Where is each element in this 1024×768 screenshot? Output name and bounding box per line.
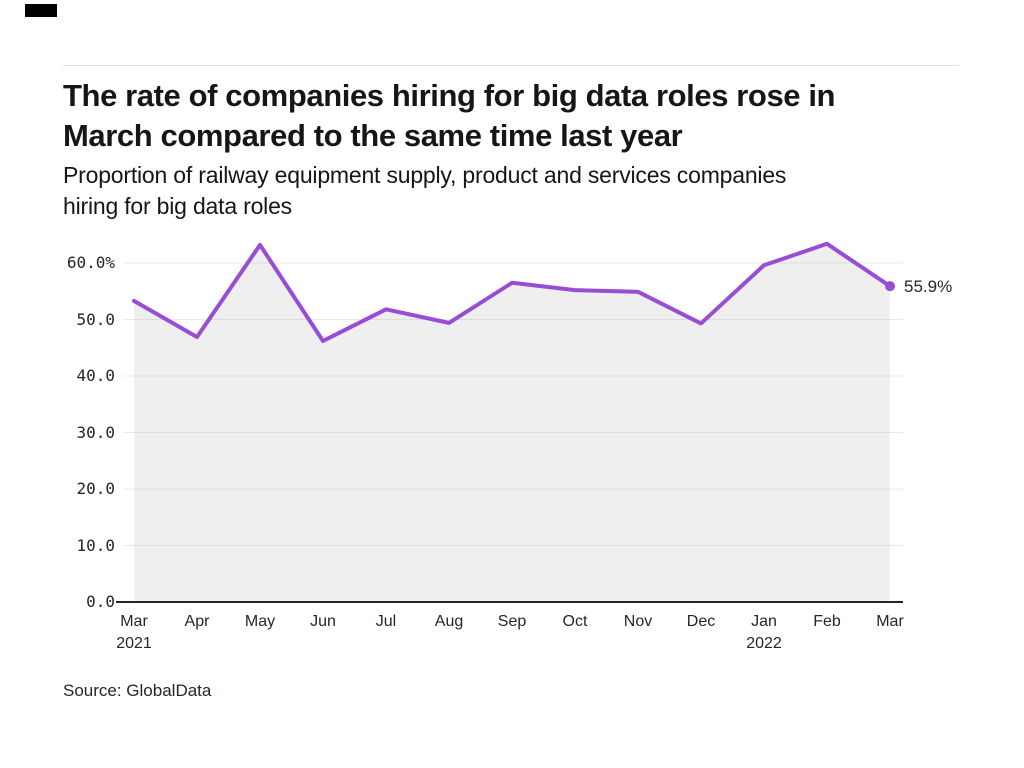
y-tick-label: 10.0 bbox=[76, 535, 115, 555]
x-tick-label: Sep bbox=[497, 613, 527, 630]
x-year-label: 2021 bbox=[116, 635, 152, 652]
x-tick-label: Feb bbox=[813, 613, 841, 630]
x-tick-label: Mar bbox=[120, 613, 148, 630]
y-tick-label: 60.0% bbox=[66, 253, 115, 272]
source-credit: Source: GlobalData bbox=[63, 681, 212, 700]
corner-mark bbox=[25, 4, 57, 17]
header-divider bbox=[63, 65, 959, 66]
series-area-fill bbox=[134, 243, 890, 603]
x-tick-label: Nov bbox=[623, 613, 653, 630]
x-tick-label: Dec bbox=[686, 613, 716, 630]
chart-subtitle: Proportion of railway equipment supply, … bbox=[63, 162, 787, 219]
x-tick-label: May bbox=[244, 613, 276, 630]
y-tick-label: 20.0 bbox=[76, 479, 115, 498]
end-point-dot bbox=[885, 281, 895, 292]
chart-title: The rate of companies hiring for big dat… bbox=[63, 78, 836, 153]
y-tick-label: 40.0 bbox=[76, 366, 115, 385]
x-tick-label: Jul bbox=[375, 613, 397, 630]
x-tick-label: Aug bbox=[434, 613, 464, 630]
y-tick-label: 0.0 bbox=[86, 592, 115, 611]
y-tick-label: 50.0 bbox=[76, 309, 115, 329]
x-tick-label: Oct bbox=[562, 613, 588, 630]
x-tick-label: Mar bbox=[876, 613, 904, 630]
y-tick-label: 30.0 bbox=[76, 422, 115, 442]
x-tick-label: Jun bbox=[310, 613, 336, 630]
series-line bbox=[132, 241, 892, 343]
end-value-label: 55.9% bbox=[904, 277, 953, 297]
x-year-label: 2022 bbox=[746, 635, 782, 652]
x-tick-label: Apr bbox=[184, 613, 210, 630]
x-tick-label: Jan bbox=[751, 613, 777, 630]
